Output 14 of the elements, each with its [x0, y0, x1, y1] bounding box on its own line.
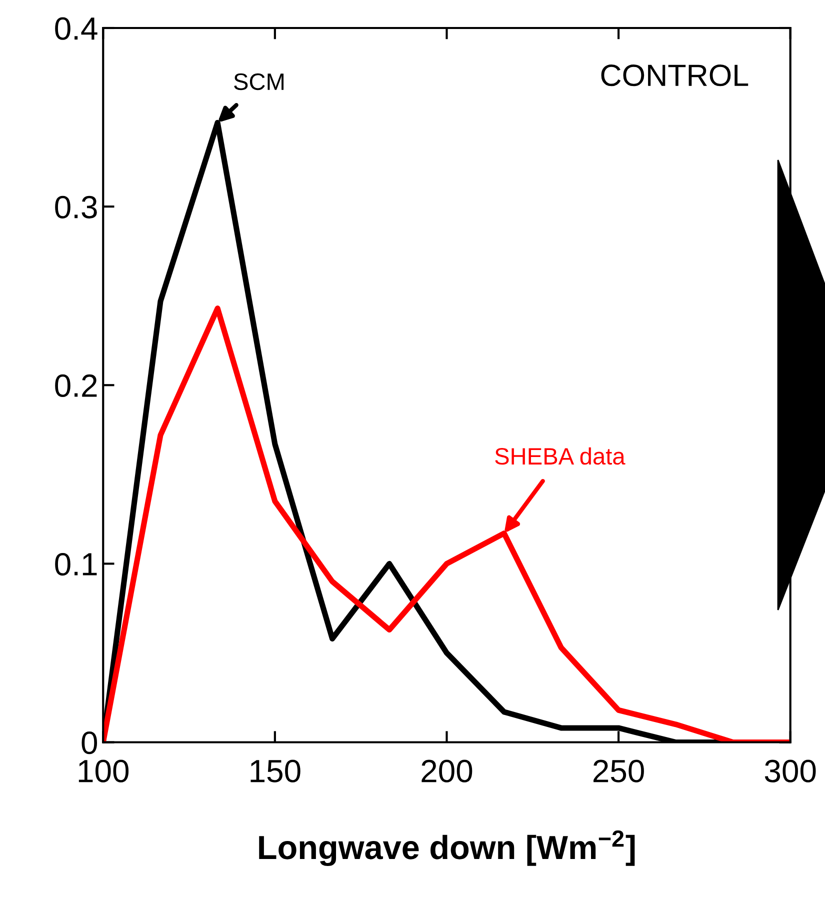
- y-tick-label: 0.3: [55, 196, 97, 218]
- y-tick-label: 0.1: [55, 552, 97, 576]
- x-tick-label: 200: [422, 760, 472, 782]
- annotation: SHEBA data: [495, 447, 626, 465]
- x-tick-label: 150: [250, 760, 300, 782]
- annotation: CONTROL: [601, 64, 748, 86]
- y-tick-label: 0: [82, 732, 98, 754]
- x-tick-label: 100: [78, 760, 129, 782]
- y-tick-label: 0.4: [55, 17, 98, 40]
- x-tick-label: 250: [594, 760, 644, 782]
- y-tick-label: 0.2: [55, 374, 97, 398]
- x-axis-title: Longwave down [Wm$^{−2}$]: [259, 830, 635, 866]
- annotation: SCM: [234, 73, 284, 90]
- x-tick-label: 300: [764, 760, 816, 782]
